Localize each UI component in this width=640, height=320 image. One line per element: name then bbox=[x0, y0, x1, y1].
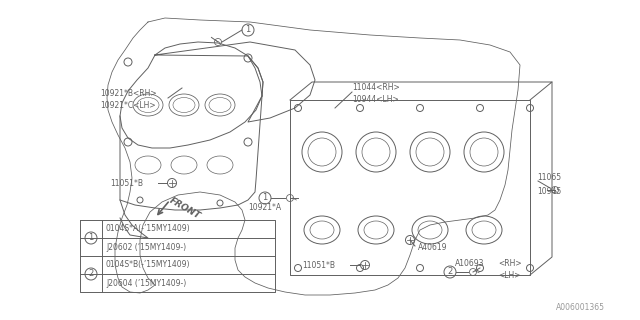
Text: 0104S*A(-’15MY1409): 0104S*A(-’15MY1409) bbox=[106, 225, 191, 234]
Text: A40619: A40619 bbox=[418, 244, 447, 252]
Text: 11065: 11065 bbox=[537, 172, 561, 181]
Text: 10921*A: 10921*A bbox=[248, 204, 281, 212]
Text: <LH>: <LH> bbox=[498, 271, 520, 281]
Text: FRONT: FRONT bbox=[168, 196, 202, 220]
Text: J20604 (’15MY1409-): J20604 (’15MY1409-) bbox=[106, 278, 186, 287]
Text: 2: 2 bbox=[88, 269, 93, 278]
Text: 10921*C<LH>: 10921*C<LH> bbox=[100, 100, 156, 109]
Text: 1: 1 bbox=[262, 194, 268, 203]
Text: A10693: A10693 bbox=[455, 259, 484, 268]
Text: 11051*B: 11051*B bbox=[110, 179, 143, 188]
Text: 10944<LH>: 10944<LH> bbox=[352, 95, 399, 105]
Text: 10921*B<RH>: 10921*B<RH> bbox=[100, 89, 157, 98]
Text: 11044<RH>: 11044<RH> bbox=[352, 84, 400, 92]
Text: J20602 (’15MY1409-): J20602 (’15MY1409-) bbox=[106, 243, 186, 252]
Text: 2: 2 bbox=[447, 268, 452, 276]
Text: 11051*B: 11051*B bbox=[302, 260, 335, 269]
Text: 1: 1 bbox=[88, 234, 93, 243]
Text: 1: 1 bbox=[245, 26, 251, 35]
Text: <RH>: <RH> bbox=[498, 259, 522, 268]
Text: A006001365: A006001365 bbox=[556, 303, 605, 312]
Text: 10945: 10945 bbox=[537, 188, 561, 196]
Text: 0104S*B(-’15MY1409): 0104S*B(-’15MY1409) bbox=[106, 260, 191, 269]
